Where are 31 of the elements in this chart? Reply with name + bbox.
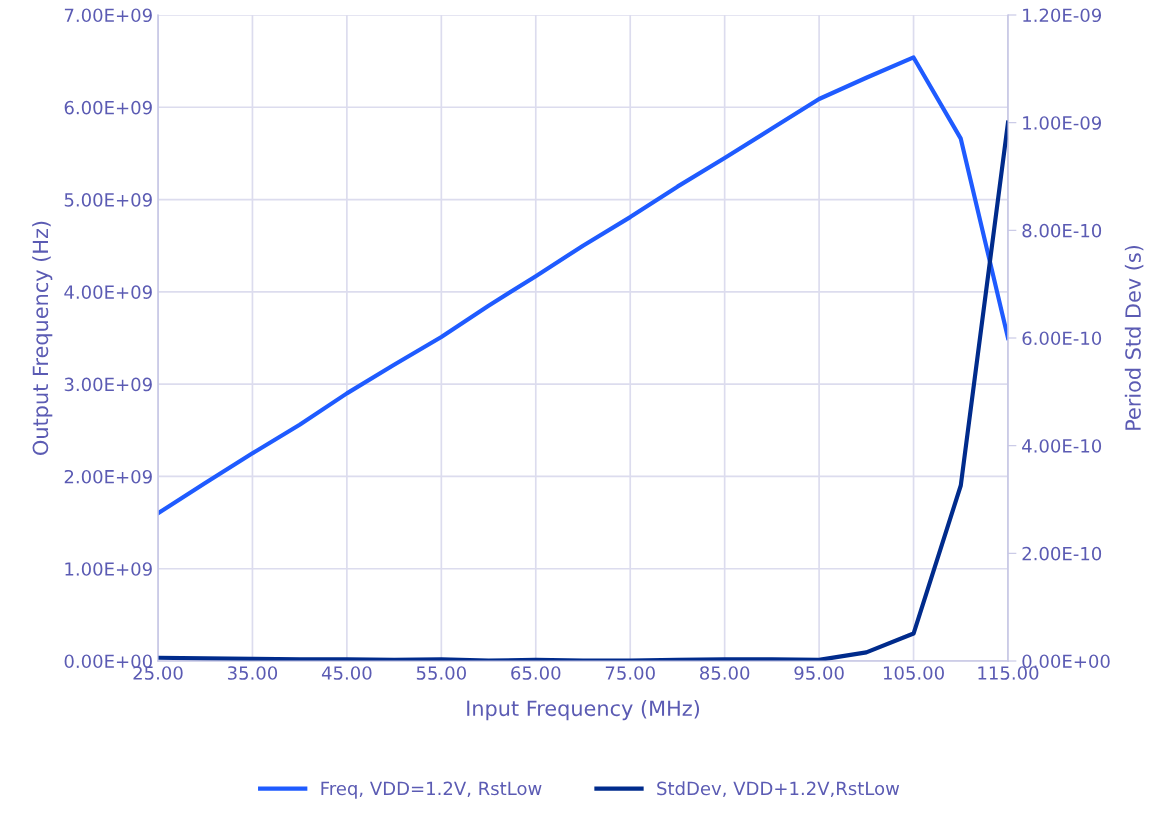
x-tick-label: 65.00 (511, 666, 561, 680)
y2-axis-title: Period Std Dev (s) (1124, 245, 1144, 430)
y-tick-label: 5.00E+09 (64, 193, 152, 207)
y2-tick-label: 8.00E-10 (1022, 223, 1102, 238)
x-tick-label: 45.00 (321, 666, 372, 680)
y2-tick-label: 0.00E+00 (1022, 654, 1110, 669)
y-tick-label: 3.00E+09 (64, 377, 152, 392)
x-tick-label: 55.00 (416, 666, 466, 680)
x-tick-label: 95.00 (794, 666, 844, 680)
x-tick-label: 85.00 (700, 666, 750, 680)
y-tick-label: 0.00E+00 (64, 654, 152, 669)
y2-tick-label: 1.00E-09 (1023, 116, 1102, 130)
x-tick-label: 35.00 (227, 666, 278, 680)
line-series (158, 55, 1008, 516)
y-tick-label: 1.00E+09 (65, 562, 152, 576)
x-tick-label: 105.00 (883, 666, 944, 680)
y-tick-label: 7.00E+09 (64, 8, 152, 23)
x-tick-label: 25.00 (133, 666, 183, 680)
x-tick-label: 115.00 (978, 666, 1039, 680)
y2-tick-label: 4.00E-10 (1022, 439, 1102, 453)
legend-label: StdDev, VDD+1.2V,RstLow (657, 781, 900, 798)
y2-tick-label: 6.00E-10 (1022, 331, 1102, 346)
y2-tick-label: 1.20E-09 (1023, 8, 1102, 23)
x-axis-title: Input Frequency (MHz) (467, 700, 700, 721)
legend-label: Freq, VDD=1.2V, RstLow (321, 781, 542, 799)
y-axis-title: Output Frequency (Hz) (32, 221, 53, 455)
y-tick-label: 2.00E+09 (64, 469, 152, 484)
x-tick-label: 75.00 (605, 666, 655, 680)
y2-tick-label: 2.00E-10 (1022, 546, 1102, 561)
y-tick-label: 6.00E+09 (64, 100, 152, 115)
y-tick-label: 4.00E+09 (64, 285, 152, 299)
